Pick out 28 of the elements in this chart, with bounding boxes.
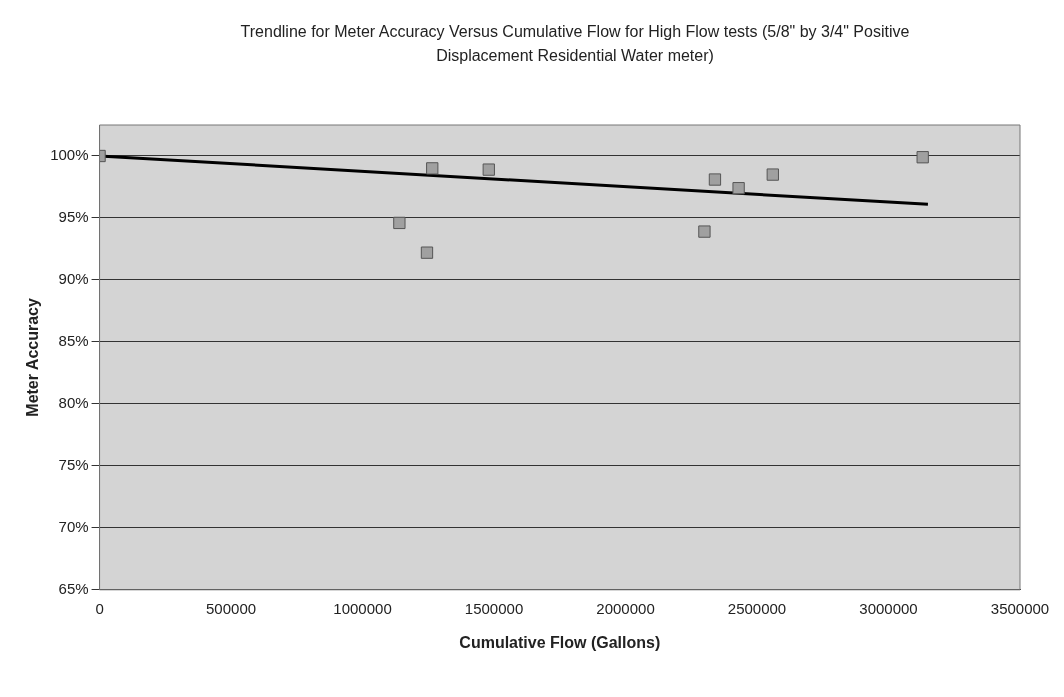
point xyxy=(482,163,495,176)
x-tick-label: 2500000 xyxy=(727,599,787,617)
y-tick-label: 85% xyxy=(58,332,89,350)
y-tick-label: 100% xyxy=(50,146,89,164)
y-tick-label: 75% xyxy=(58,455,89,473)
y-axis-title: Meter Accuracy xyxy=(24,298,42,417)
y-tick-label: 65% xyxy=(58,579,89,597)
point xyxy=(708,173,722,186)
x-tick-label: 3500000 xyxy=(990,599,1050,617)
x-tick-label: 1500000 xyxy=(464,599,524,617)
point xyxy=(426,162,439,175)
y-tick-label: 95% xyxy=(58,208,89,226)
x-tick-label: 3000000 xyxy=(859,599,918,617)
point xyxy=(420,246,434,259)
y-tick-label: 70% xyxy=(58,517,89,535)
x-axis-title: Cumulative Flow (Gallons) xyxy=(459,633,661,651)
x-tick-label: 0 xyxy=(95,599,104,617)
x-tick-label: 500000 xyxy=(206,599,257,617)
point xyxy=(916,151,929,164)
point xyxy=(698,225,711,238)
point xyxy=(732,182,745,195)
chart-title: Trendline for Meter Accuracy Versus Cumulative Flow for High Flow tests (5/8" by 3/4" Positive Displacement Residential Water meter) xyxy=(239,22,911,66)
y-tick-label: 90% xyxy=(58,270,89,288)
point xyxy=(393,216,406,230)
x-tick-label: 1000000 xyxy=(333,599,392,617)
y-tick-label: 80% xyxy=(58,394,89,412)
point xyxy=(766,168,779,181)
x-tick-label: 2000000 xyxy=(596,599,655,617)
